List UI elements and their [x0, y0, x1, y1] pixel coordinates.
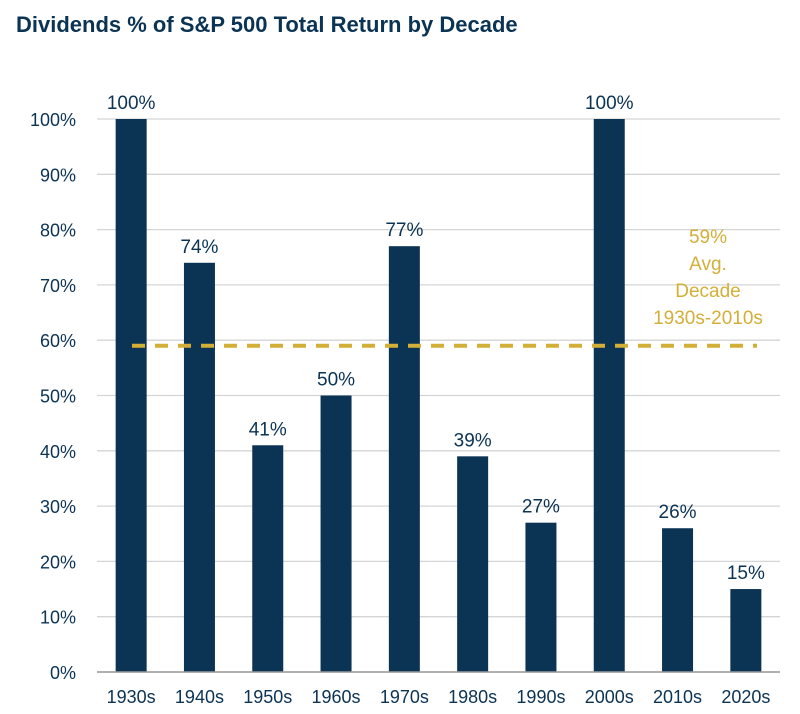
average-label-line: 59%: [689, 227, 727, 248]
y-tick-label: 20%: [40, 552, 76, 572]
bar-1950s: [252, 445, 284, 672]
x-tick-label: 2000s: [585, 687, 634, 707]
y-tick-label: 0%: [50, 663, 76, 683]
bar-1940s: [183, 262, 215, 672]
bars: [115, 119, 762, 672]
y-tick-label: 100%: [30, 110, 76, 130]
x-tick-label: 1960s: [312, 687, 361, 707]
data-labels: 100% 74% 41% 50% 77% 39% 27% 100% 26% 15%: [107, 93, 765, 584]
chart-title: Dividends % of S&P 500 Total Return by D…: [16, 12, 518, 37]
data-label: 100%: [585, 93, 634, 114]
bar-1990s: [525, 522, 557, 672]
x-tick-label: 1970s: [380, 687, 429, 707]
average-label-line: Decade: [675, 281, 741, 302]
data-label: 50%: [317, 370, 355, 391]
data-label: 26%: [659, 502, 697, 523]
average-label-line: 1930s-2010s: [653, 308, 763, 329]
y-axis: 0% 10% 20% 30% 40% 50% 60% 70% 80% 90% 100%: [30, 110, 76, 683]
x-tick-label: 2020s: [721, 687, 770, 707]
x-tick-label: 1950s: [243, 687, 292, 707]
x-tick-label: 1980s: [448, 687, 497, 707]
bar-1980s: [457, 456, 489, 672]
x-tick-label: 1990s: [516, 687, 565, 707]
y-tick-label: 10%: [40, 608, 76, 628]
y-tick-label: 90%: [40, 165, 76, 185]
x-tick-label: 1930s: [107, 687, 156, 707]
bar-2010s: [662, 528, 694, 672]
y-tick-label: 60%: [40, 331, 76, 351]
data-label: 39%: [454, 430, 492, 451]
y-tick-label: 40%: [40, 442, 76, 462]
data-label: 15%: [727, 563, 765, 584]
y-tick-label: 80%: [40, 221, 76, 241]
x-axis: 1930s 1940s 1950s 1960s 1970s 1980s 1990s 2000s…: [97, 671, 780, 707]
y-tick-label: 50%: [40, 387, 76, 407]
data-label: 27%: [522, 497, 560, 518]
bar-2000s: [593, 119, 625, 672]
average-reference: 59% Avg. Decade 1930s-2010s: [132, 227, 763, 348]
y-tick-label: 70%: [40, 276, 76, 296]
y-tick-label: 30%: [40, 497, 76, 517]
x-tick-label: 1940s: [175, 687, 224, 707]
data-label: 77%: [385, 220, 423, 241]
data-label: 74%: [180, 237, 218, 258]
bar-2020s: [730, 589, 762, 672]
x-tick-label: 2010s: [653, 687, 702, 707]
bar-1930s: [115, 119, 147, 672]
bar-1970s: [388, 246, 420, 672]
average-label-line: Avg.: [689, 254, 727, 275]
data-label: 41%: [249, 419, 287, 440]
bar-1960s: [320, 395, 352, 672]
data-label: 100%: [107, 93, 156, 114]
